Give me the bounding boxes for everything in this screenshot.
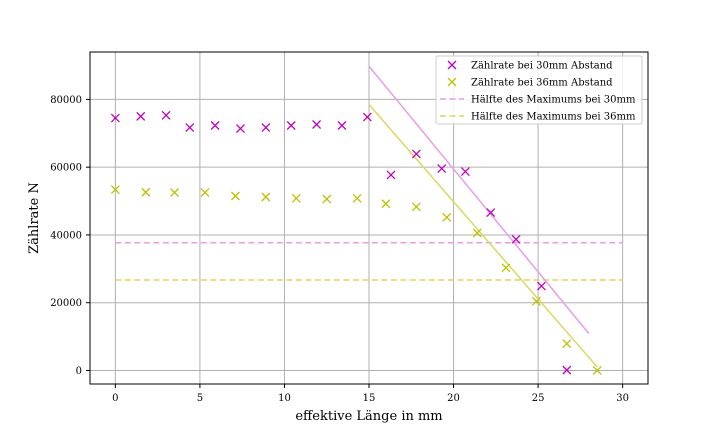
data-point [381,199,391,209]
data-point [286,121,296,130]
x-tick-label: 15 [363,393,376,404]
y-tick-label: 80000 [50,95,82,106]
data-point [312,120,322,129]
x-tick-label: 10 [278,393,291,404]
x-tick-label: 5 [197,393,203,404]
data-point [411,149,421,159]
data-point [511,234,521,244]
data-point [386,170,396,180]
x-tick-label: 20 [447,393,460,404]
legend-entry: Hälfte des Maximums bei 30mm [471,95,636,106]
y-tick-label: 20000 [50,298,82,309]
y-tick-label: 40000 [50,230,82,241]
data-point [352,193,362,203]
data-point [562,339,572,349]
data-point [531,296,541,306]
data-point [460,167,470,177]
x-tick-label: 0 [112,393,118,404]
data-point [170,188,180,198]
fit-lines [368,65,598,368]
legend-marker [447,60,457,70]
data-point [141,187,151,197]
x-tick-label: 25 [532,393,545,404]
data-point [362,112,372,122]
fit-line [368,65,590,334]
data-point [161,110,171,120]
axis-ticks: 0 5 10 15 20 25 30 0 20000 40000 60000 80000 [50,95,629,404]
data-points [110,110,602,375]
data-point [537,281,546,291]
data-point [442,212,452,222]
data-point [411,202,421,212]
data-point [501,263,511,273]
legend-box [435,55,643,125]
data-point [322,194,332,204]
data-point [562,365,572,375]
y-tick-label: 0 [76,366,82,377]
data-point [210,121,220,130]
data-point [200,188,210,198]
legend: Zählrate bei 30mm Abstand Zählrate bei 36… [435,55,643,125]
legend-entry: Zählrate bei 30mm Abstand [471,61,613,72]
data-point [136,111,146,121]
data-point [592,365,602,375]
data-point [337,121,347,130]
data-point [261,192,271,202]
data-point [261,123,271,133]
legend-marker [447,77,457,87]
data-point [110,185,120,195]
fit-line [368,104,598,368]
half-maximum-lines [115,241,623,281]
data-point [437,164,447,173]
data-point [230,191,240,201]
x-axis-label: effektive Länge in mm [295,409,442,424]
data-point [236,124,245,134]
data-point [291,193,301,203]
data-point [110,113,120,123]
data-point [472,228,482,238]
legend-entry: Zählrate bei 36mm Abstand [471,78,613,89]
y-tick-label: 60000 [50,163,82,174]
data-point [486,208,496,218]
y-axis-label: Zählrate N [27,182,42,254]
x-tick-label: 30 [616,393,629,404]
data-point [185,123,195,133]
legend-entry: Hälfte des Maximums bei 36mm [471,112,636,123]
